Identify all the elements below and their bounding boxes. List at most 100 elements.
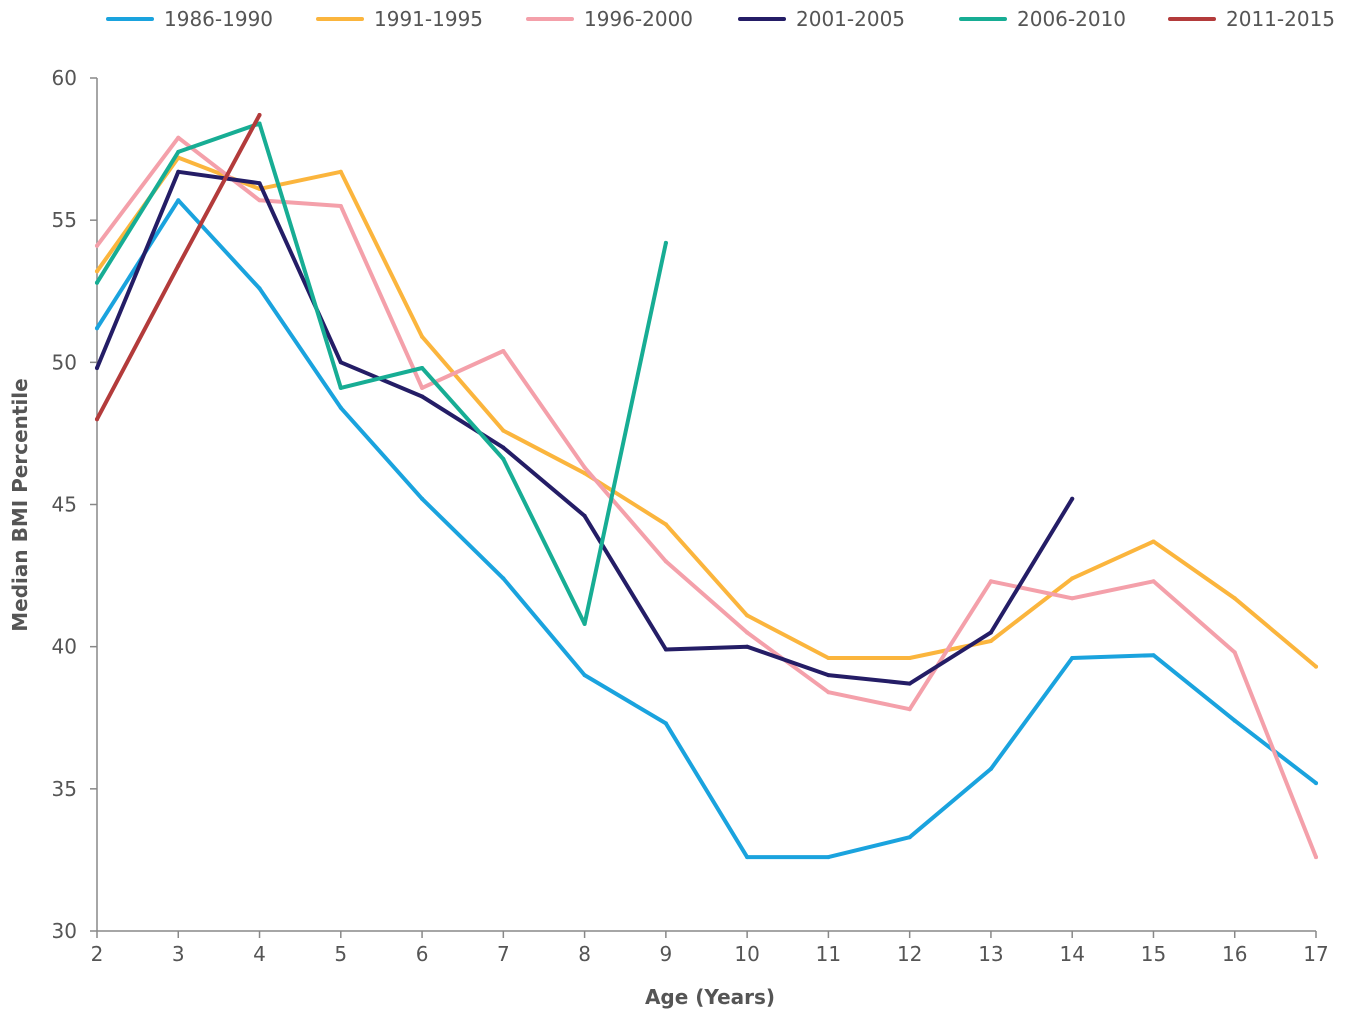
legend: 1986-1990 1991-1995 1996-2000 2001-2005 2006… — [106, 7, 1335, 31]
data-point — [95, 366, 99, 370]
legend-item-2001-2005: 2001-2005 — [738, 7, 905, 31]
x-tick-label: 11 — [816, 942, 841, 966]
data-point — [745, 630, 750, 635]
data-point — [176, 135, 181, 140]
data-point — [826, 855, 831, 860]
x-tick-label: 6 — [416, 942, 429, 966]
data-point — [582, 513, 587, 518]
data-point — [420, 366, 425, 370]
x-tick-label: 16 — [1222, 942, 1247, 966]
y-axis-title: Median BMI Percentile — [8, 378, 32, 631]
data-point — [1232, 596, 1237, 601]
data-point — [907, 835, 912, 840]
data-point — [1232, 718, 1237, 723]
series-line-1996-2000 — [95, 135, 1318, 860]
series-1986-1990 — [95, 198, 1318, 860]
data-point — [745, 613, 750, 618]
data-point — [95, 280, 99, 285]
legend-item-1986-1990: 1986-1990 — [106, 7, 273, 31]
data-point — [1070, 596, 1075, 601]
series-lines — [95, 113, 1318, 860]
data-point — [1070, 576, 1075, 581]
data-point — [420, 334, 425, 339]
data-point — [420, 385, 425, 390]
data-point — [907, 656, 912, 660]
data-point — [907, 681, 912, 686]
data-point — [988, 579, 993, 584]
data-point — [745, 644, 750, 649]
x-tick-label: 13 — [978, 942, 1003, 966]
data-point — [95, 243, 99, 248]
data-point — [501, 576, 506, 581]
data-point — [1151, 539, 1156, 544]
data-point — [501, 457, 506, 461]
data-point — [1151, 653, 1156, 658]
data-point — [582, 673, 587, 678]
x-tick-label: 14 — [1059, 942, 1084, 966]
x-tick-label: 10 — [734, 942, 759, 966]
data-point — [501, 428, 506, 433]
x-tick-label: 17 — [1303, 942, 1328, 966]
data-point — [257, 181, 262, 186]
legend-item-2011-2015: 2011-2015 — [1168, 7, 1335, 31]
data-point — [257, 198, 262, 203]
data-point — [1070, 656, 1075, 660]
y-tick-label: 60 — [52, 66, 77, 90]
data-point — [420, 496, 425, 501]
data-point — [582, 621, 587, 626]
data-point — [826, 690, 831, 695]
data-point — [745, 855, 750, 860]
legend-label: 1996-2000 — [584, 7, 693, 31]
y-tick-label: 35 — [52, 777, 77, 801]
data-point — [338, 360, 343, 365]
series-2006-2010 — [95, 121, 668, 626]
data-point — [663, 647, 668, 652]
data-point — [257, 121, 262, 126]
legend-item-1991-1995: 1991-1995 — [316, 7, 483, 31]
data-point — [95, 326, 99, 331]
data-point — [582, 465, 587, 470]
data-point — [988, 766, 993, 771]
data-point — [501, 349, 506, 353]
data-point — [988, 630, 993, 635]
data-point — [176, 263, 181, 268]
legend-label: 2006-2010 — [1017, 7, 1126, 31]
data-point — [1070, 496, 1075, 501]
x-tick-label: 15 — [1141, 942, 1166, 966]
x-tick-label: 12 — [897, 942, 922, 966]
series-2001-2005 — [95, 169, 1075, 686]
x-tick-label: 4 — [253, 942, 266, 966]
data-point — [826, 656, 831, 660]
data-point — [420, 394, 425, 399]
data-point — [663, 559, 668, 564]
data-point — [338, 204, 343, 208]
legend-label: 2001-2005 — [796, 7, 905, 31]
data-point — [95, 417, 99, 422]
legend-item-1996-2000: 1996-2000 — [526, 7, 693, 31]
data-point — [338, 385, 343, 390]
x-tick-label: 9 — [659, 942, 672, 966]
x-axis-title: Age (Years) — [645, 985, 775, 1009]
x-tick-label: 8 — [578, 942, 591, 966]
data-point — [582, 471, 587, 476]
data-point — [663, 522, 668, 527]
series-1991-1995 — [95, 155, 1318, 669]
data-point — [176, 198, 181, 203]
series-line-1991-1995 — [95, 155, 1318, 669]
data-point — [176, 169, 181, 174]
data-point — [1314, 781, 1318, 786]
y-tick-label: 30 — [52, 919, 77, 943]
data-point — [1314, 664, 1318, 669]
x-tick-label: 3 — [172, 942, 185, 966]
data-point — [1151, 579, 1156, 584]
data-point — [338, 169, 343, 174]
x-tick-label: 2 — [91, 942, 104, 966]
data-point — [95, 269, 99, 274]
data-point — [1314, 855, 1318, 860]
data-point — [176, 149, 181, 154]
data-point — [663, 240, 668, 245]
y-tick-label: 45 — [52, 493, 77, 517]
